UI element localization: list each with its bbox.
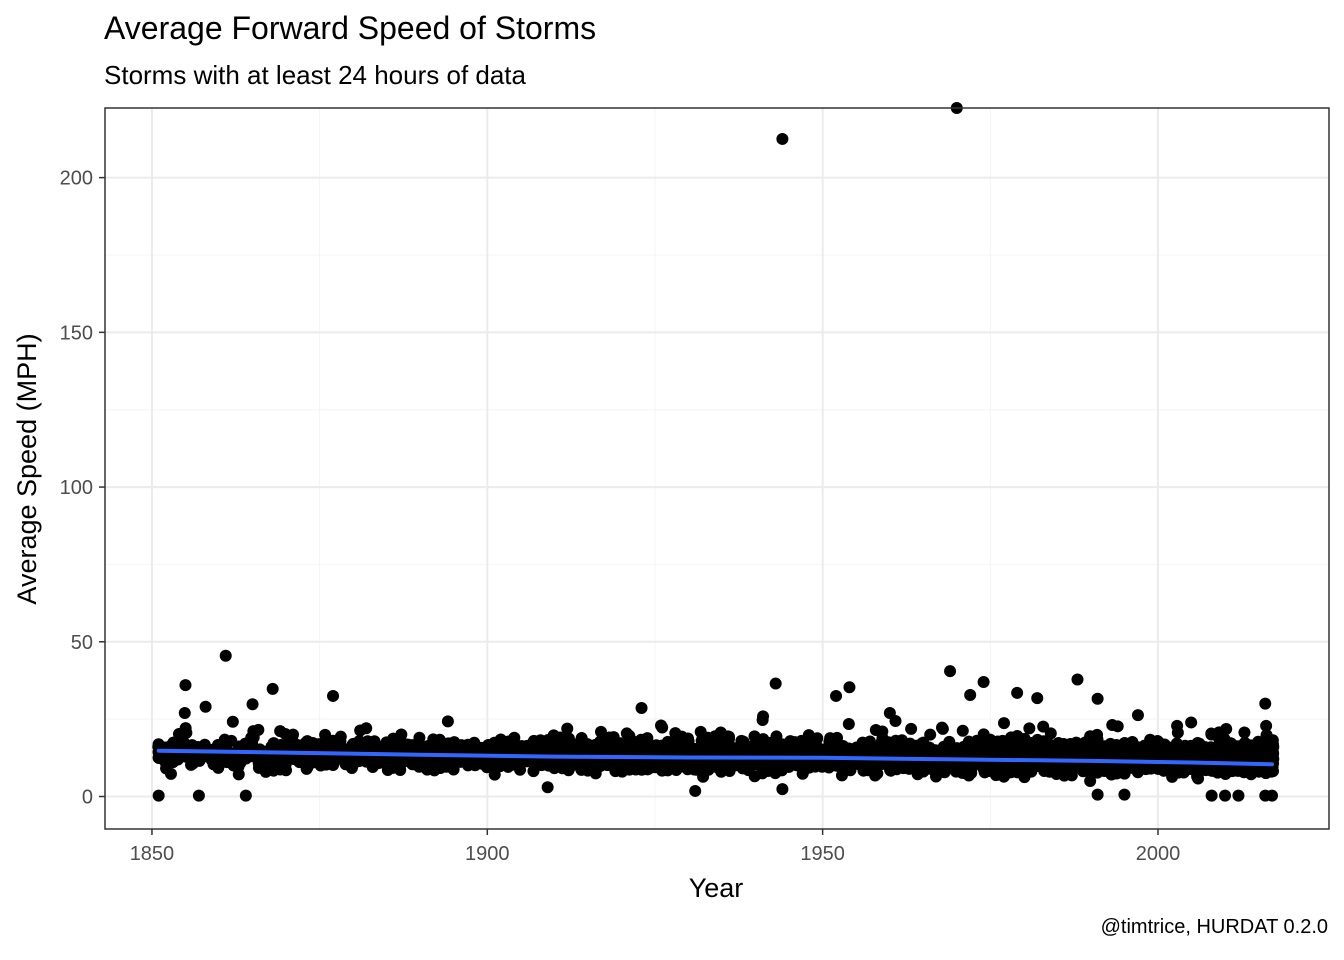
data-point xyxy=(164,767,177,780)
data-point xyxy=(962,769,975,782)
y-tick-label: 150 xyxy=(60,322,93,344)
data-point xyxy=(1031,692,1044,705)
data-point xyxy=(1220,722,1233,735)
data-point xyxy=(1260,719,1273,732)
data-points xyxy=(152,102,1280,802)
y-tick-label: 200 xyxy=(60,168,93,190)
data-point xyxy=(226,715,239,728)
data-point xyxy=(1265,789,1278,802)
data-point xyxy=(192,789,205,802)
data-point xyxy=(1266,749,1279,762)
data-point xyxy=(179,679,192,692)
data-point xyxy=(635,702,648,715)
x-tick-label: 1900 xyxy=(465,843,510,865)
data-point xyxy=(1265,764,1278,777)
data-point xyxy=(413,731,426,744)
chart-caption: @timtrice, HURDAT 0.2.0 xyxy=(1100,916,1328,938)
data-point xyxy=(1111,720,1124,733)
data-point xyxy=(1171,719,1184,732)
data-point xyxy=(252,723,265,736)
data-point xyxy=(1191,770,1204,783)
data-point xyxy=(219,649,232,662)
chart-subtitle: Storms with at least 24 hours of data xyxy=(104,60,526,90)
data-point xyxy=(964,689,977,702)
grid-lines xyxy=(105,108,1329,829)
x-axis-title: Year xyxy=(689,873,744,903)
data-point xyxy=(232,768,245,781)
data-point xyxy=(280,764,293,777)
data-point xyxy=(830,689,843,702)
data-point xyxy=(905,722,918,735)
data-point xyxy=(1205,789,1218,802)
axes: 1850 1900 1950 2000 0 50 100 150 200 xyxy=(60,168,1181,865)
data-point xyxy=(681,732,694,745)
data-point xyxy=(1044,727,1057,740)
data-point xyxy=(689,784,702,797)
data-point xyxy=(1238,726,1251,739)
data-point xyxy=(178,706,191,719)
data-point xyxy=(327,689,340,702)
data-point xyxy=(1131,709,1144,722)
data-point xyxy=(924,728,937,741)
data-point xyxy=(977,676,990,689)
data-point xyxy=(199,700,212,713)
data-point xyxy=(334,735,347,748)
data-point xyxy=(180,726,193,739)
data-point xyxy=(869,769,882,782)
y-tick-label: 0 xyxy=(82,787,93,809)
data-point xyxy=(936,722,949,735)
smooth-trend-line xyxy=(156,748,1274,767)
data-point xyxy=(239,789,252,802)
x-tick-label: 1950 xyxy=(800,843,845,865)
data-point xyxy=(620,727,633,740)
data-point xyxy=(1259,697,1272,710)
data-point xyxy=(1011,686,1024,699)
data-point xyxy=(561,722,574,735)
data-point xyxy=(769,677,782,690)
data-point xyxy=(1232,789,1245,802)
data-point xyxy=(1185,716,1198,729)
data-point xyxy=(722,730,735,743)
trend-line xyxy=(156,748,1274,767)
y-axis-title: Average Speed (MPH) xyxy=(12,333,42,604)
data-point xyxy=(842,718,855,731)
data-point xyxy=(541,781,554,794)
data-point xyxy=(520,755,533,768)
data-point xyxy=(1023,722,1036,735)
data-point xyxy=(843,681,856,694)
data-point xyxy=(441,715,454,728)
data-point xyxy=(889,715,902,728)
data-point xyxy=(1118,788,1131,801)
x-tick-label: 2000 xyxy=(1136,843,1181,865)
data-point xyxy=(1091,692,1104,705)
data-point xyxy=(1071,673,1084,686)
y-tick-label: 50 xyxy=(71,632,93,654)
data-point xyxy=(776,783,789,796)
data-point xyxy=(997,717,1010,730)
data-point xyxy=(656,721,669,734)
x-tick-label: 1850 xyxy=(130,843,175,865)
data-point xyxy=(944,665,957,678)
data-point xyxy=(1091,788,1104,801)
data-point xyxy=(152,789,165,802)
data-point xyxy=(266,682,279,695)
data-point xyxy=(447,763,460,776)
data-point xyxy=(776,132,789,145)
panel-border xyxy=(104,107,1330,830)
data-point xyxy=(246,698,259,711)
data-point xyxy=(1219,789,1232,802)
data-point xyxy=(956,724,969,737)
data-point xyxy=(395,728,408,741)
data-point xyxy=(360,722,373,735)
data-point xyxy=(756,714,769,727)
chart-title: Average Forward Speed of Storms xyxy=(104,10,597,46)
y-tick-label: 100 xyxy=(60,477,93,499)
